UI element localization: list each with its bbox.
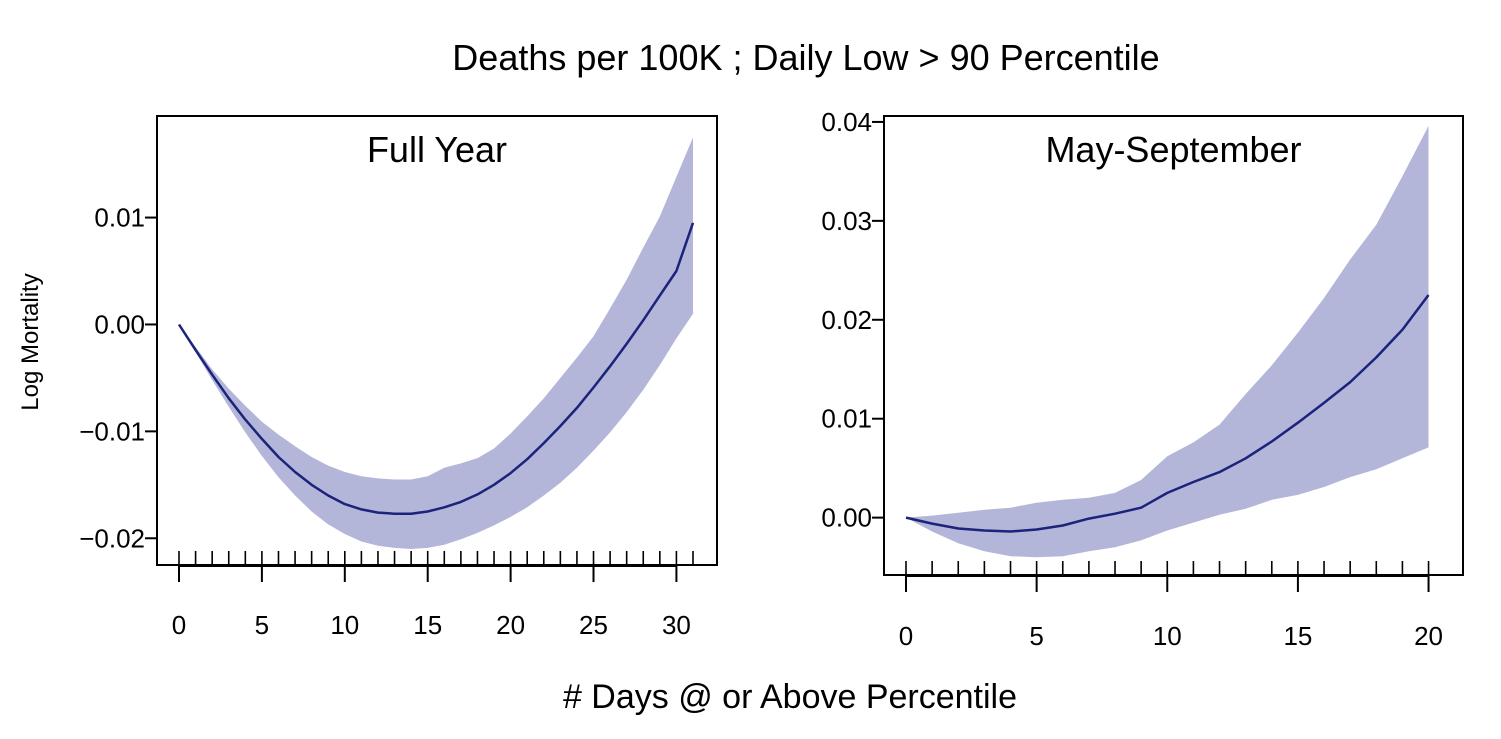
y-tick-label: −0.01 xyxy=(79,416,145,446)
may-september-panel: May-September 0.00 0.01 0.02 0.03 0.04 0 5 10 15 2… xyxy=(821,107,1464,651)
y-tick-label: 0.01 xyxy=(821,404,872,434)
y-tick-label: 0.00 xyxy=(821,503,872,533)
x-tick-label: 10 xyxy=(330,610,359,640)
estimate-line xyxy=(905,294,1430,533)
y-axis-label: Log Mortality xyxy=(17,273,44,410)
x-tick-label: 20 xyxy=(496,610,525,640)
x-tick-label: 15 xyxy=(1283,621,1312,651)
full-year-panel: Full Year −0.02 −0.01 0.00 0.01 0 5 10 15 20 25 30 L… xyxy=(17,115,718,640)
x-tick-label: 30 xyxy=(662,610,691,640)
x-tick-label: 20 xyxy=(1414,621,1443,651)
confidence-band xyxy=(179,137,693,549)
figure-xlabel: # Days @ or Above Percentile xyxy=(563,678,1017,716)
y-tick-label: 0.02 xyxy=(821,305,872,335)
y-tick-label: 0.00 xyxy=(94,309,145,339)
y-tick-label: −0.02 xyxy=(79,523,145,553)
y-tick-label: 0.04 xyxy=(821,107,872,137)
panel-title: Full Year xyxy=(367,129,507,170)
x-tick-label: 10 xyxy=(1153,621,1182,651)
y-tick-label: 0.03 xyxy=(821,206,872,236)
estimate-line xyxy=(177,222,695,515)
x-tick-label: 0 xyxy=(899,621,913,651)
y-tick-label: 0.01 xyxy=(94,203,145,233)
x-tick-label: 25 xyxy=(579,610,608,640)
figure-title: Deaths per 100K ; Daily Low > 90 Percent… xyxy=(452,37,1159,78)
panel-title: May-September xyxy=(1045,129,1301,170)
x-tick-label: 15 xyxy=(413,610,442,640)
x-tick-label: 5 xyxy=(1029,621,1043,651)
confidence-band xyxy=(906,125,1429,558)
x-tick-label: 0 xyxy=(172,610,186,640)
x-tick-label: 5 xyxy=(255,610,269,640)
